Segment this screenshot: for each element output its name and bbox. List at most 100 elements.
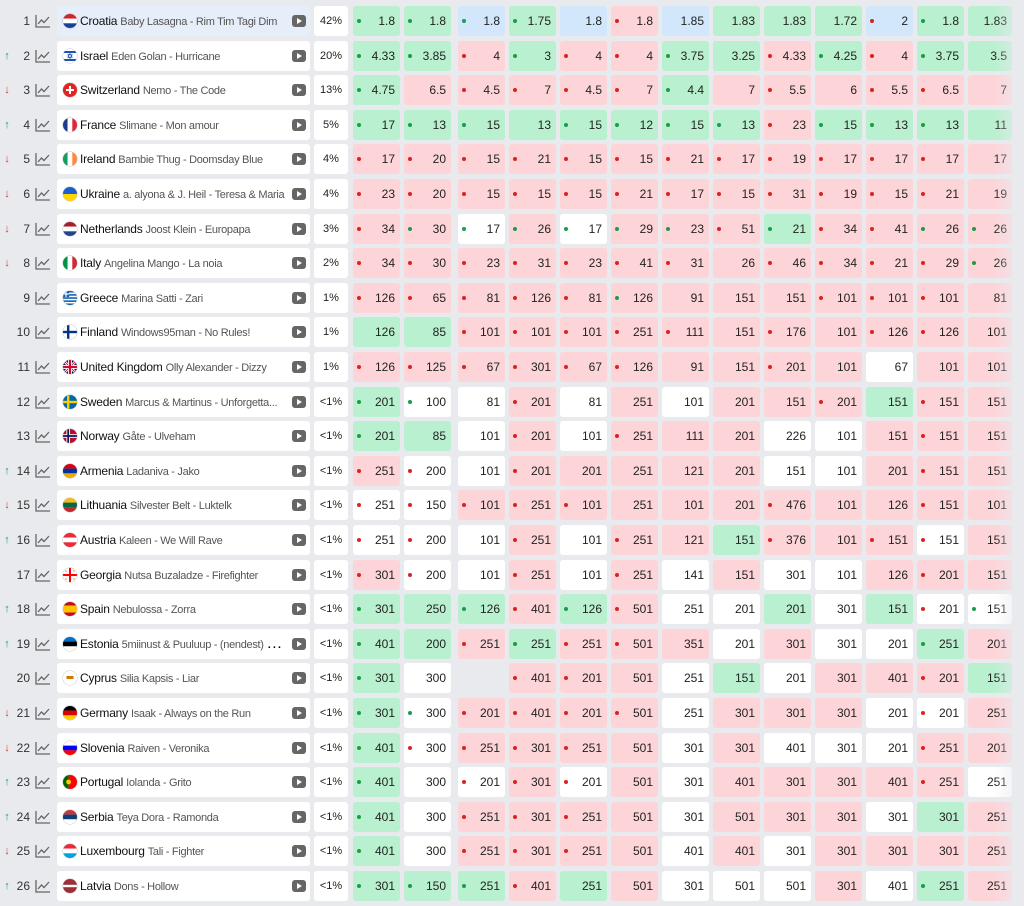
odds-cell[interactable]: 101 <box>560 525 607 555</box>
odds-cell[interactable]: 67 <box>560 352 607 382</box>
odds-cell[interactable]: 6.5 <box>917 75 964 106</box>
odds-cell[interactable]: 301 <box>509 801 556 832</box>
odds-cell[interactable]: 301 <box>815 871 862 901</box>
odds-cell[interactable]: 151 <box>764 386 811 417</box>
odds-cell[interactable]: 141 <box>662 559 709 590</box>
odds-cell[interactable]: 101 <box>458 455 505 486</box>
odds-cell[interactable]: 201 <box>866 698 913 728</box>
odds-cell[interactable]: 41 <box>611 248 658 279</box>
chart-line-icon[interactable] <box>35 568 51 582</box>
odds-cell[interactable]: 17 <box>353 109 400 140</box>
video-play-icon[interactable] <box>292 326 306 339</box>
odds-cell[interactable]: 15 <box>509 179 556 209</box>
odds-cell[interactable]: 301 <box>815 767 862 798</box>
odds-cell[interactable]: 21 <box>866 248 913 279</box>
country-name[interactable]: Finland <box>80 325 118 340</box>
chart-line-icon[interactable] <box>35 602 51 616</box>
odds-cell[interactable]: 301 <box>764 801 811 832</box>
chart-line-icon[interactable] <box>35 637 51 651</box>
odds-cell[interactable]: 251 <box>917 628 964 659</box>
country-name[interactable]: Georgia <box>80 567 122 582</box>
country-name[interactable]: Germany <box>80 706 128 720</box>
entry-cell[interactable]: Portugal Iolanda - Grito <box>57 767 310 798</box>
odds-cell[interactable]: 3.25 <box>713 40 760 71</box>
odds-cell[interactable]: 301 <box>353 871 400 901</box>
odds-cell[interactable]: 23 <box>764 109 811 140</box>
odds-cell[interactable]: 151 <box>764 282 811 313</box>
odds-cell[interactable]: 251 <box>509 525 556 555</box>
entry-cell[interactable]: Italy Angelina Mango - La noia <box>57 248 310 279</box>
odds-cell[interactable]: 3.75 <box>662 40 709 71</box>
odds-cell[interactable]: 23 <box>662 213 709 244</box>
odds-cell[interactable]: 301 <box>866 836 913 867</box>
odds-cell[interactable]: 4.25 <box>815 40 862 71</box>
country-name[interactable]: Netherlands <box>80 221 143 236</box>
odds-cell[interactable]: 101 <box>917 352 964 382</box>
odds-cell[interactable]: 201 <box>917 559 964 590</box>
odds-cell[interactable]: 7 <box>611 75 658 106</box>
odds-cell[interactable]: 301 <box>815 663 862 694</box>
odds-cell[interactable]: 201 <box>458 698 505 728</box>
odds-cell[interactable]: 301 <box>353 663 400 694</box>
odds-cell[interactable]: 13 <box>404 109 451 140</box>
odds-cell[interactable]: 301 <box>917 801 964 832</box>
odds-cell[interactable]: 4 <box>611 40 658 71</box>
odds-cell[interactable]: 401 <box>353 628 400 659</box>
odds-cell[interactable]: 251 <box>458 871 505 901</box>
entry-cell[interactable]: Cyprus Silia Kapsis - Liar <box>57 663 310 694</box>
video-play-icon[interactable] <box>292 637 306 650</box>
odds-cell[interactable]: 21 <box>611 179 658 209</box>
odds-cell[interactable]: 501 <box>611 732 658 763</box>
odds-cell[interactable]: 111 <box>662 317 709 348</box>
odds-cell[interactable]: 17 <box>353 144 400 175</box>
chart-line-icon[interactable] <box>35 325 51 340</box>
odds-cell[interactable]: 17 <box>917 144 964 175</box>
odds-cell[interactable]: 300 <box>404 836 451 867</box>
odds-cell[interactable]: 101 <box>458 421 505 452</box>
odds-cell[interactable]: 151 <box>917 490 964 521</box>
odds-cell[interactable]: 21 <box>509 144 556 175</box>
odds-cell[interactable]: 29 <box>611 213 658 244</box>
odds-cell[interactable]: 23 <box>353 179 400 209</box>
odds-cell[interactable]: 126 <box>866 317 913 348</box>
chart-line-icon[interactable] <box>35 118 51 132</box>
chart-line-icon[interactable] <box>35 14 51 28</box>
odds-cell[interactable]: 81 <box>560 386 607 417</box>
odds-cell[interactable]: 251 <box>611 386 658 417</box>
odds-cell[interactable]: 301 <box>662 732 709 763</box>
odds-cell[interactable]: 13 <box>866 109 913 140</box>
odds-cell[interactable]: 101 <box>815 455 862 486</box>
chart-line-icon[interactable] <box>35 775 51 789</box>
odds-cell[interactable]: 101 <box>815 421 862 452</box>
odds-cell[interactable]: 101 <box>509 317 556 348</box>
odds-cell[interactable]: 13 <box>917 109 964 140</box>
entry-cell[interactable]: Switzerland Nemo - The Code <box>57 75 310 106</box>
odds-cell[interactable]: 401 <box>764 732 811 763</box>
video-play-icon[interactable] <box>292 499 306 512</box>
odds-cell[interactable]: 1.8 <box>560 6 607 36</box>
chart-line-icon[interactable] <box>35 222 51 236</box>
odds-cell[interactable]: 151 <box>713 663 760 694</box>
odds-cell[interactable]: 501 <box>611 698 658 728</box>
entry-cell[interactable]: Austria Kaleen - We Will Rave <box>57 525 310 555</box>
odds-cell[interactable]: 201 <box>917 594 964 625</box>
country-name[interactable]: Estonia <box>80 636 119 651</box>
odds-cell[interactable]: 21 <box>764 213 811 244</box>
chart-line-icon[interactable] <box>35 187 51 201</box>
odds-cell[interactable]: 201 <box>713 490 760 521</box>
odds-cell[interactable]: 201 <box>458 767 505 798</box>
odds-cell[interactable]: 17 <box>815 144 862 175</box>
odds-cell[interactable] <box>458 663 505 693</box>
country-name[interactable]: Luxembourg <box>80 844 145 859</box>
odds-cell[interactable]: 1.72 <box>815 6 862 36</box>
country-name[interactable]: Norway <box>80 429 120 444</box>
odds-cell[interactable]: 17 <box>662 179 709 209</box>
odds-cell[interactable]: 301 <box>866 801 913 832</box>
odds-cell[interactable]: 15 <box>458 109 505 140</box>
odds-cell[interactable]: 121 <box>662 525 709 555</box>
odds-cell[interactable]: 126 <box>458 594 505 625</box>
odds-cell[interactable]: 1.83 <box>764 6 811 36</box>
odds-cell[interactable]: 376 <box>764 525 811 555</box>
entry-cell[interactable]: Luxembourg Tali - Fighter <box>57 836 310 867</box>
odds-cell[interactable]: 151 <box>917 421 964 452</box>
